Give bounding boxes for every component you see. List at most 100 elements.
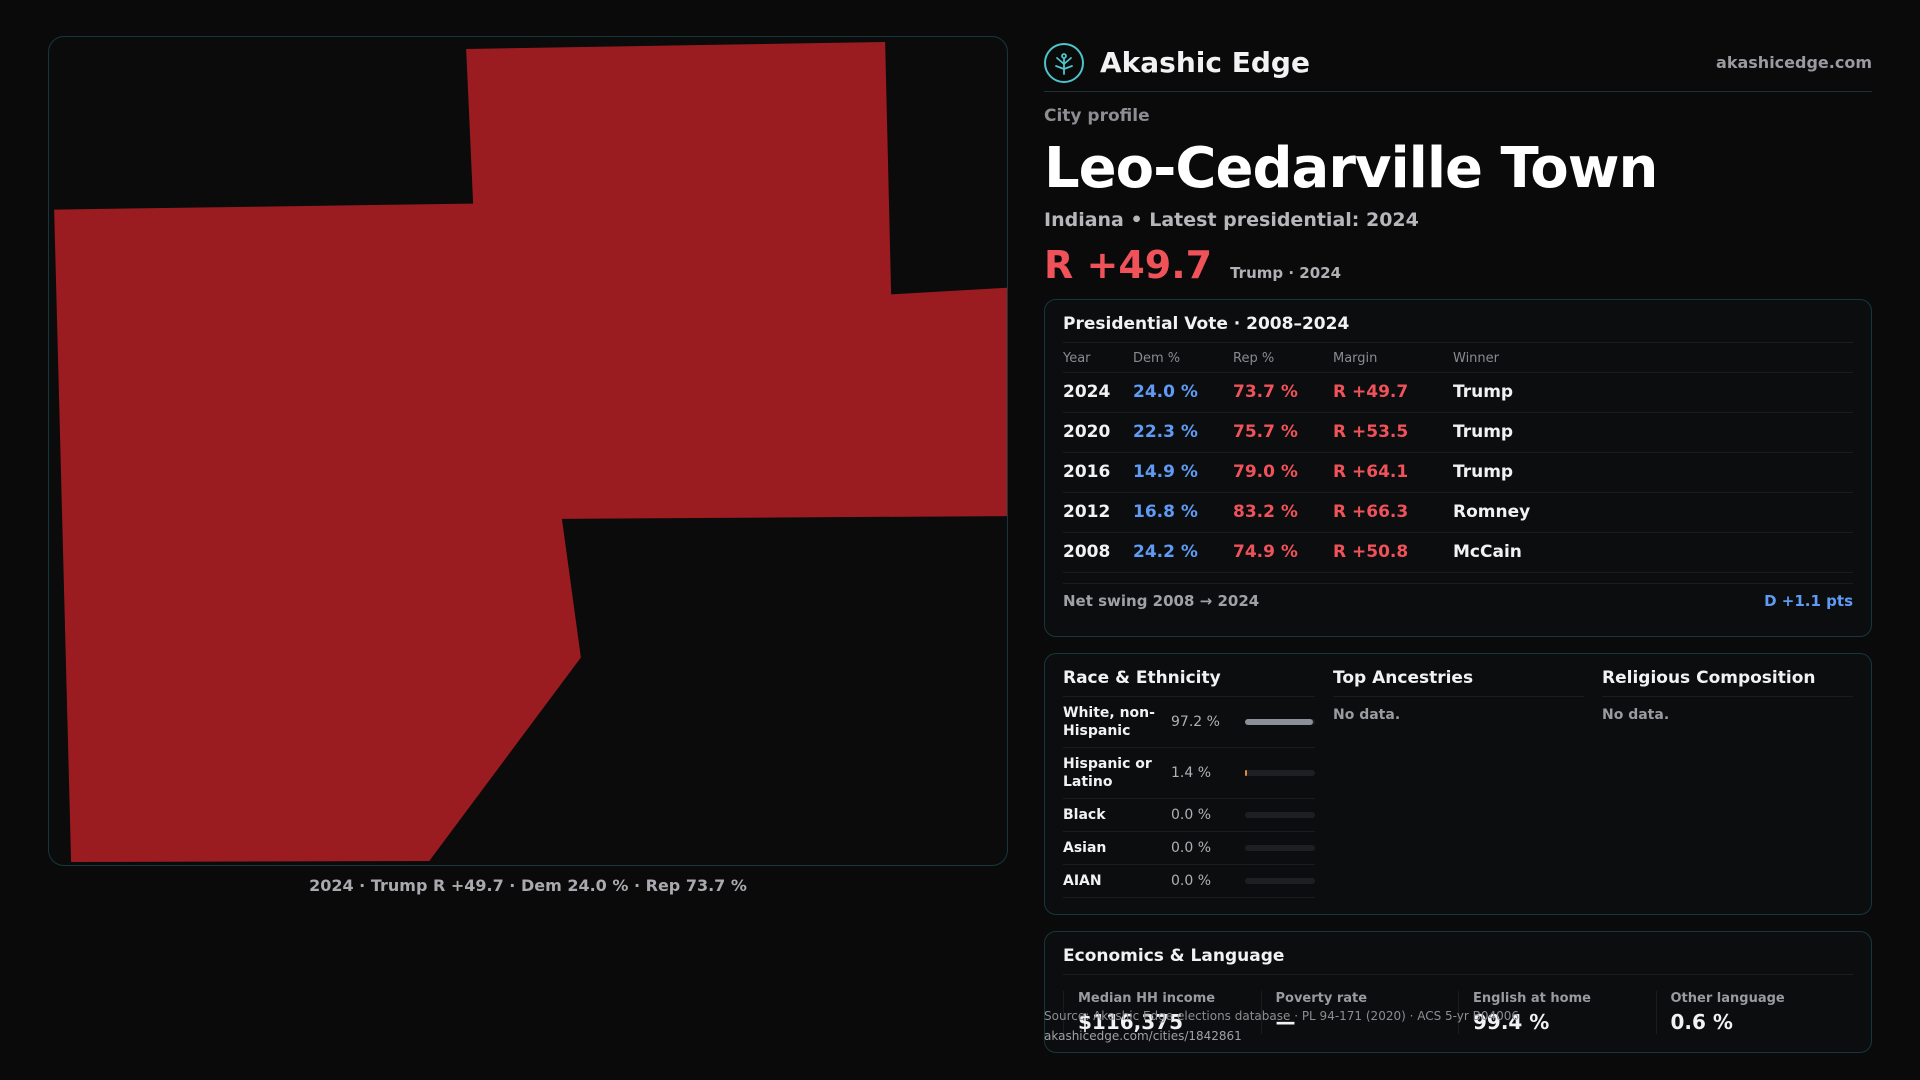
cell-winner: McCain: [1453, 532, 1853, 573]
race-list: White, non-Hispanic 97.2 % Hispanic or Lat…: [1063, 697, 1315, 898]
race-share-bar: [1245, 845, 1315, 851]
header-margin: Margin: [1333, 345, 1453, 373]
econ-cell-english: English at home 99.4 %: [1458, 991, 1656, 1034]
cell-rep: 75.7 %: [1233, 412, 1333, 453]
race-share-bar: [1245, 812, 1315, 818]
margin-summary: R +49.7 Trump · 2024: [1044, 243, 1872, 287]
city-boundary-shape[interactable]: [54, 41, 1007, 863]
race-name: Black: [1063, 807, 1106, 823]
cell-margin: R +50.8: [1333, 532, 1453, 573]
table-row[interactable]: 2020 22.3 % 75.7 % R +53.5 Trump: [1063, 412, 1853, 453]
cell-margin: R +66.3: [1333, 492, 1453, 533]
brand-url-link[interactable]: akashicedge.com: [1716, 53, 1872, 72]
race-pct: 0.0 %: [1171, 840, 1212, 856]
religion-empty: No data.: [1602, 707, 1670, 723]
cell-year: 2008: [1063, 532, 1133, 573]
cell-rep: 73.7 %: [1233, 372, 1333, 413]
margin-note: Trump · 2024: [1230, 264, 1342, 282]
econ-label: English at home: [1473, 991, 1591, 1006]
econ-label: Other language: [1670, 991, 1785, 1006]
race-row: AIAN 0.0 %: [1063, 865, 1315, 898]
cell-winner: Romney: [1453, 492, 1853, 533]
race-share-bar: [1245, 770, 1315, 776]
presidential-vote-title: Presidential Vote · 2008–2024: [1063, 314, 1853, 343]
table-header-row: Year Dem % Rep % Margin Winner: [1063, 345, 1853, 373]
footer: Source: Akashic Edge elections database …: [1044, 1006, 1519, 1046]
econ-value: 99.4 %: [1473, 1010, 1550, 1034]
cell-margin: R +53.5: [1333, 412, 1453, 453]
cell-winner: Trump: [1453, 412, 1853, 453]
race-row: White, non-Hispanic 97.2 %: [1063, 697, 1315, 748]
map-panel[interactable]: [48, 36, 1008, 866]
race-name: White, non-Hispanic: [1063, 705, 1155, 739]
econ-cell-other-language: Other language 0.6 %: [1655, 991, 1854, 1034]
net-swing-label: Net swing 2008 → 2024: [1063, 592, 1260, 610]
race-share-fill: [1245, 770, 1247, 776]
econ-cell-income: Median HH income $116,375: [1063, 991, 1261, 1034]
economics-grid: Median HH income $116,375 Poverty rate —…: [1063, 991, 1853, 1034]
net-swing-value: D +1.1 pts: [1764, 592, 1853, 610]
map-caption: 2024 · Trump R +49.7 · Dem 24.0 % · Rep …: [309, 876, 747, 895]
econ-label: Median HH income: [1078, 991, 1216, 1006]
cell-winner: Trump: [1453, 372, 1853, 413]
race-pct: 0.0 %: [1171, 873, 1212, 889]
net-swing-row: Net swing 2008 → 2024 D +1.1 pts: [1063, 583, 1853, 610]
economics-card: Economics & Language Median HH income $1…: [1044, 931, 1872, 1053]
brand-name[interactable]: Akashic Edge: [1100, 46, 1310, 79]
race-share-bar: [1245, 878, 1315, 884]
religion-title: Religious Composition: [1602, 668, 1853, 697]
econ-value: —: [1275, 1010, 1296, 1034]
brand-bar: Akashic Edge akashicedge.com: [1044, 36, 1872, 92]
race-share-fill: [1245, 719, 1314, 725]
header-rep: Rep %: [1233, 345, 1333, 373]
margin-value: R +49.7: [1044, 243, 1213, 287]
cell-dem: 24.2 %: [1133, 532, 1233, 573]
table-row[interactable]: 2012 16.8 % 83.2 % R +66.3 Romney: [1063, 492, 1853, 533]
table-row[interactable]: 2016 14.9 % 79.0 % R +64.1 Trump: [1063, 452, 1853, 493]
race-row: Hispanic or Latino 1.4 %: [1063, 748, 1315, 799]
table-row[interactable]: 2008 24.2 % 74.9 % R +50.8 McCain: [1063, 532, 1853, 573]
race-ethnicity-title: Race & Ethnicity: [1063, 668, 1315, 697]
header-dem: Dem %: [1133, 345, 1233, 373]
religion-section: Religious Composition No data.: [1602, 668, 1853, 900]
econ-value: 0.6 %: [1670, 1010, 1733, 1034]
ancestries-section: Top Ancestries No data.: [1333, 668, 1584, 900]
page-title: Leo-Cedarville Town: [1044, 136, 1658, 201]
profile-column: Akashic Edge akashicedge.com City profil…: [1044, 36, 1872, 1053]
race-pct: 97.2 %: [1171, 714, 1220, 730]
cell-margin: R +64.1: [1333, 452, 1453, 493]
page-eyebrow: City profile: [1044, 106, 1150, 126]
cell-rep: 79.0 %: [1233, 452, 1333, 493]
footer-source: Source: Akashic Edge elections database …: [1044, 1009, 1520, 1023]
tree-icon[interactable]: [1044, 42, 1084, 83]
cell-year: 2024: [1063, 372, 1133, 413]
race-pct: 1.4 %: [1171, 765, 1212, 781]
economics-title: Economics & Language: [1063, 946, 1853, 975]
demographics-card: Race & Ethnicity White, non-Hispanic 97.2…: [1044, 653, 1872, 915]
header-year: Year: [1063, 345, 1133, 373]
footer-url-link[interactable]: akashicedge.com/cities/1842861: [1044, 1029, 1242, 1043]
presidential-vote-table: Year Dem % Rep % Margin Winner 2024 24.0…: [1063, 345, 1853, 573]
presidential-vote-card: Presidential Vote · 2008–2024 Year Dem %…: [1044, 299, 1872, 637]
cell-dem: 16.8 %: [1133, 492, 1233, 533]
cell-year: 2012: [1063, 492, 1133, 533]
econ-label: Poverty rate: [1275, 991, 1368, 1006]
cell-year: 2016: [1063, 452, 1133, 493]
econ-value: $116,375: [1078, 1010, 1184, 1034]
ancestries-title: Top Ancestries: [1333, 668, 1584, 697]
race-row: Asian 0.0 %: [1063, 832, 1315, 865]
econ-cell-poverty: Poverty rate —: [1260, 991, 1459, 1034]
page-subtitle: Indiana • Latest presidential: 2024: [1044, 209, 1419, 231]
race-name: AIAN: [1063, 873, 1102, 889]
race-name: Hispanic or Latino: [1063, 756, 1152, 790]
cell-winner: Trump: [1453, 452, 1853, 493]
race-row: Black 0.0 %: [1063, 799, 1315, 832]
cell-year: 2020: [1063, 412, 1133, 453]
race-ethnicity-section: Race & Ethnicity White, non-Hispanic 97.2…: [1063, 668, 1315, 900]
ancestries-empty: No data.: [1333, 707, 1401, 723]
race-pct: 0.0 %: [1171, 807, 1212, 823]
table-row[interactable]: 2024 24.0 % 73.7 % R +49.7 Trump: [1063, 372, 1853, 413]
cell-dem: 24.0 %: [1133, 372, 1233, 413]
city-boundary-map: [54, 41, 1007, 863]
